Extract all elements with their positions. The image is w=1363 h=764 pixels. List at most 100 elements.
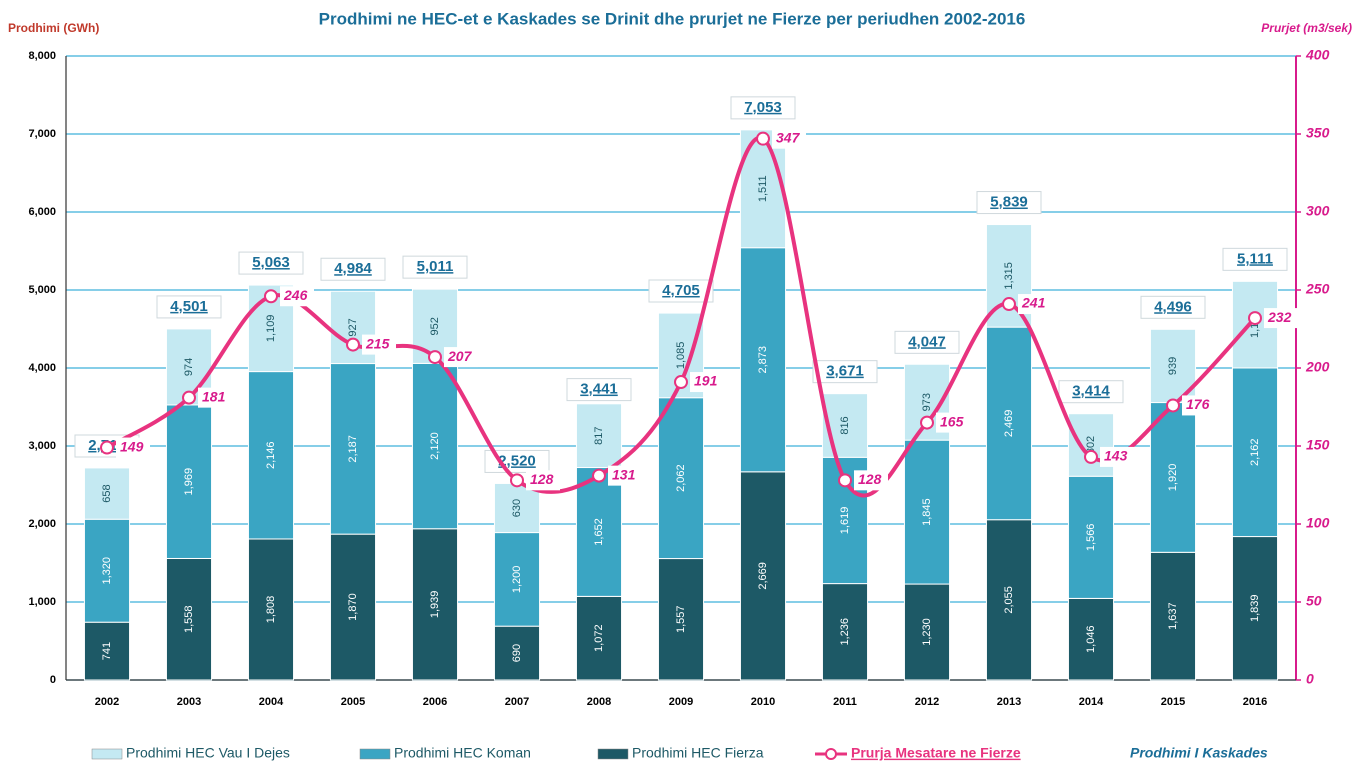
flow-label-box <box>526 470 560 491</box>
total-label: 5,839 <box>990 194 1028 211</box>
bar-value-label: 690 <box>511 644 523 662</box>
bar-value-label: 1,845 <box>921 498 933 526</box>
x-tick-label: 2009 <box>669 696 693 708</box>
chart-title: Prodhimi ne HEC-et e Kaskades se Drinit … <box>319 9 1026 28</box>
bar-value-label: 1,236 <box>839 618 851 646</box>
total-box <box>1222 247 1288 271</box>
flow-marker <box>1166 398 1180 413</box>
flow-marker <box>346 337 360 352</box>
bar-value-label: 973 <box>921 393 933 411</box>
flow-label-box <box>936 412 970 433</box>
bar-value-label: 1,870 <box>347 593 359 621</box>
flow-value-label: 149 <box>120 438 144 454</box>
bar-value-label: 1,652 <box>593 518 605 546</box>
bar-segment <box>247 538 295 681</box>
total-label: 4,496 <box>1154 298 1192 315</box>
total-label: 3,414 <box>1072 383 1110 400</box>
bar-value-label: 816 <box>839 416 851 434</box>
bar-segment <box>1067 597 1115 681</box>
legend-label: Prurja Mesatare ne Fierze <box>851 745 1021 761</box>
flow-value-label: 347 <box>776 129 801 145</box>
bar-value-label: 817 <box>593 426 605 444</box>
bar-value-label: 1,072 <box>593 624 605 652</box>
flow-marker <box>674 375 688 390</box>
legend-swatch <box>359 748 391 760</box>
flow-marker <box>756 131 770 146</box>
flow-label-box <box>444 347 478 368</box>
bar-value-label: 1,200 <box>511 566 523 594</box>
flow-label-box <box>280 286 314 307</box>
flow-label-box <box>772 128 806 149</box>
bar-segment <box>985 326 1033 521</box>
bar-segment <box>575 595 623 681</box>
bar-segment <box>903 583 951 681</box>
bar-value-label: 2,162 <box>1249 438 1261 466</box>
flow-marker <box>1002 297 1016 312</box>
bar-segment <box>739 471 787 681</box>
bar-value-label: 952 <box>429 317 441 335</box>
x-tick-label: 2011 <box>833 696 857 708</box>
total-label: 4,984 <box>334 260 372 277</box>
total-label: 2,520 <box>498 452 536 469</box>
flow-label-box <box>198 387 232 408</box>
total-label: 3,671 <box>826 363 864 380</box>
legend-label: Prodhimi I Kaskades <box>1130 745 1268 761</box>
flow-line <box>105 135 1257 498</box>
bar-segment <box>83 467 131 520</box>
total-label: 4,705 <box>662 282 700 299</box>
flow-marker <box>920 415 934 430</box>
flow-value-label: 246 <box>283 287 308 303</box>
x-tick-label: 2004 <box>259 696 284 708</box>
bar-value-label: 1,619 <box>839 507 851 535</box>
bar-value-label: 1,558 <box>183 605 195 633</box>
y-tick-label: 1,000 <box>28 596 56 608</box>
legend-label: Prodhimi HEC Fierza <box>632 745 764 761</box>
y-tick-label: 3,000 <box>28 440 56 452</box>
bar-segment <box>83 518 131 623</box>
y2-tick-label: 0 <box>1306 671 1314 687</box>
flow-marker <box>182 390 196 405</box>
total-label: 7,053 <box>744 99 782 116</box>
bar-value-label: 1,939 <box>429 591 441 619</box>
bar-segment <box>411 528 459 681</box>
bar-value-label: 1,557 <box>675 606 687 634</box>
total-label: 3,441 <box>580 381 618 398</box>
bar-segment <box>329 363 377 535</box>
y2-tick-label: 250 <box>1305 281 1330 297</box>
x-tick-label: 2015 <box>1161 696 1185 708</box>
bar-value-label: 1,109 <box>265 315 277 343</box>
total-box <box>402 255 468 279</box>
flow-label-box <box>116 437 150 458</box>
legend-swatch <box>91 748 123 760</box>
flow-label-box <box>1182 395 1216 416</box>
bar-segment <box>575 403 623 469</box>
total-box <box>156 295 222 319</box>
bar-segment <box>575 467 623 597</box>
bar-value-label: 1,085 <box>675 342 687 370</box>
flow-value-label: 131 <box>612 466 636 482</box>
y2-tick-label: 350 <box>1306 125 1330 141</box>
total-box <box>894 330 960 354</box>
bar-value-label: 1,511 <box>757 175 769 202</box>
bar-value-label: 2,873 <box>757 346 769 374</box>
flow-marker <box>592 468 606 483</box>
total-box <box>1058 380 1124 404</box>
y-tick-label: 7,000 <box>28 128 56 140</box>
flow-marker <box>838 473 852 488</box>
y2-tick-label: 50 <box>1306 593 1322 609</box>
bar-value-label: 630 <box>511 499 523 517</box>
flow-label-box <box>362 334 396 355</box>
bar-value-label: 2,187 <box>347 435 359 463</box>
x-tick-label: 2012 <box>915 696 939 708</box>
bar-value-label: 1,808 <box>265 596 277 624</box>
y2-tick-label: 300 <box>1306 203 1330 219</box>
bar-segment <box>1149 551 1197 681</box>
bar-value-label: 1,969 <box>183 468 195 496</box>
bar-value-label: 2,120 <box>429 432 441 460</box>
total-label: 5,111 <box>1237 250 1273 267</box>
bar-value-label: 1,320 <box>101 557 113 585</box>
bar-value-label: 2,669 <box>757 562 769 590</box>
bar-value-label: 658 <box>101 484 113 502</box>
legend-label: Prodhimi HEC Koman <box>394 745 531 761</box>
